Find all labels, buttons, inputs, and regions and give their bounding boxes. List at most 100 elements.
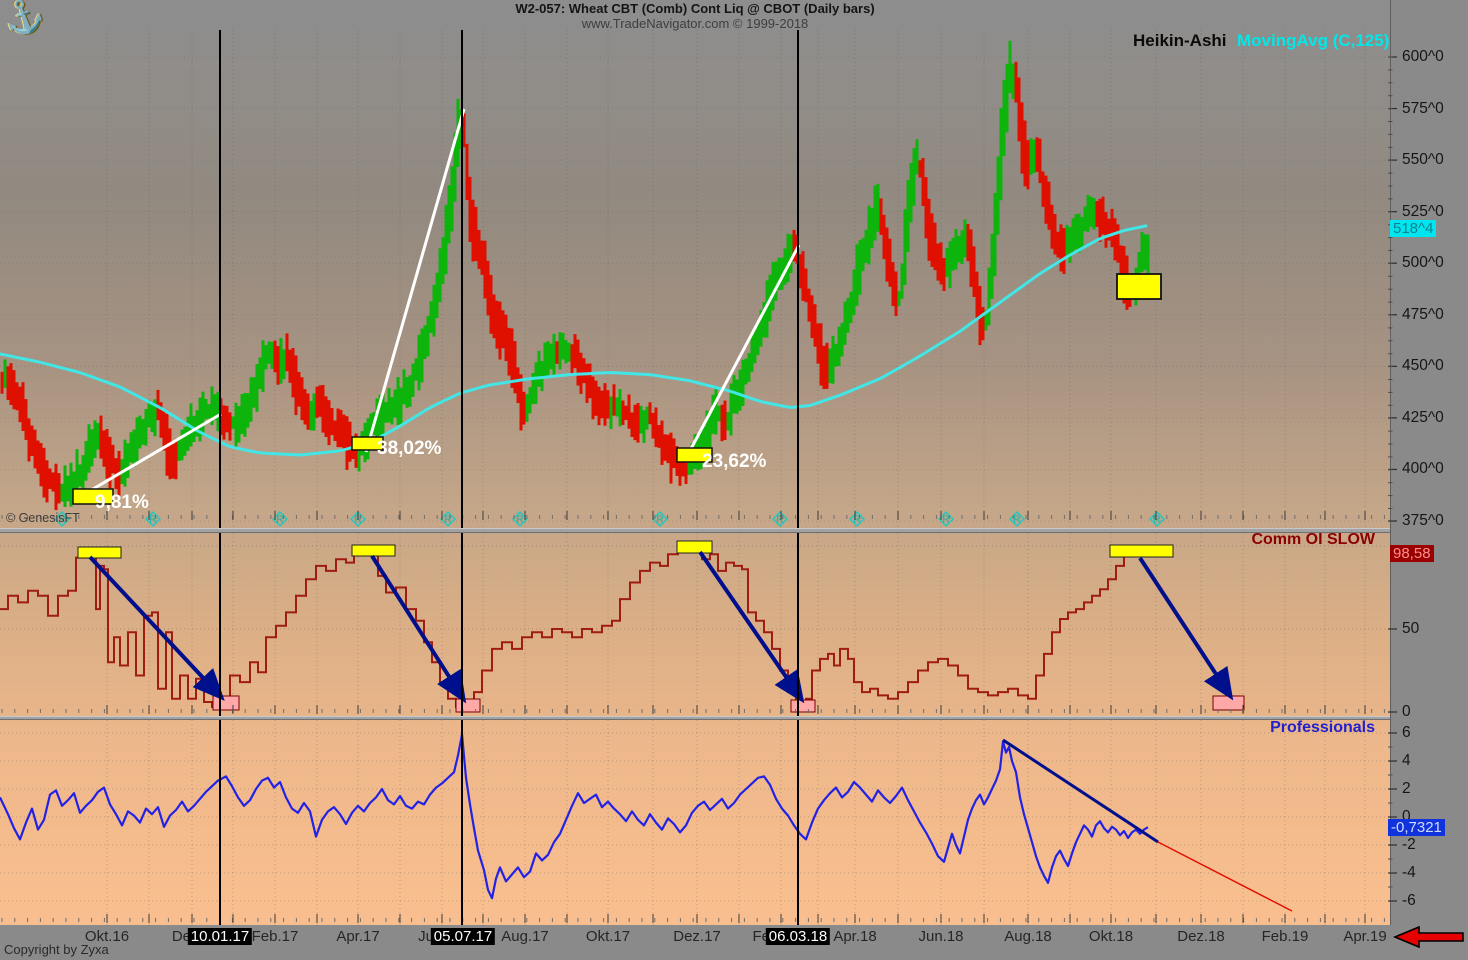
chart-canvas [0, 720, 1388, 925]
down-trend-arrow[interactable] [370, 554, 467, 704]
professionals-trendline[interactable] [1002, 738, 1159, 844]
heikin-ashi-down-bar [498, 301, 502, 360]
heikin-ashi-up-bar [858, 240, 862, 295]
x-axis-label: Aug.17 [501, 928, 549, 945]
heikin-ashi-up-bar [1032, 139, 1036, 173]
heikin-ashi-up-bar [396, 377, 400, 425]
highlight-box-yellow[interactable] [1116, 273, 1162, 300]
highlight-box-pink[interactable] [1212, 695, 1245, 711]
heikin-ashi-up-bar [1002, 79, 1006, 157]
heikin-ashi-up-bar [726, 411, 730, 431]
x-axis-label: Apr.19 [1343, 928, 1387, 945]
heikin-ashi-down-bar [222, 405, 226, 440]
heikin-ashi-down-bar [606, 390, 610, 419]
fib-trendline[interactable] [682, 244, 801, 463]
x-axis-event-date[interactable]: 10.01.17 [187, 928, 253, 945]
prof-axis-label: 4 [1402, 752, 1411, 769]
highlight-box-yellow[interactable] [1109, 544, 1174, 558]
heikin-ashi-up-bar [963, 219, 967, 258]
fib-trendline[interactable] [364, 108, 466, 453]
heikin-ashi-up-bar [189, 403, 193, 447]
heikin-ashi-down-bar [1023, 120, 1027, 187]
heikin-ashi-down-bar [114, 458, 118, 490]
panel-separator[interactable] [0, 528, 1390, 533]
heikin-ashi-down-bar [792, 229, 796, 262]
heikin-ashi-up-bar [765, 280, 769, 338]
chart-canvas [0, 533, 1388, 716]
time-axis[interactable]: Copyright by Zyxa Okt.16 De 10.01.17 Feb.17… [0, 925, 1468, 960]
price-chart-panel[interactable]: 9,81%38,02%23,62%RRRRRRRRRRRR [0, 30, 1390, 528]
heikin-ashi-down-bar [273, 340, 277, 373]
heikin-ashi-up-bar [777, 257, 781, 290]
highlight-box-yellow[interactable] [676, 540, 713, 554]
x-axis-event-date[interactable]: 06.03.18 [765, 928, 831, 945]
comm-oi-slow-panel[interactable] [0, 533, 1390, 716]
highlight-box-yellow[interactable] [351, 544, 396, 557]
heikin-ashi-up-bar [144, 408, 148, 446]
heikin-ashi-up-bar [867, 205, 871, 265]
highlight-box-yellow[interactable] [72, 488, 114, 505]
heikin-ashi-up-bar [90, 429, 94, 467]
heikin-ashi-up-bar [864, 229, 868, 263]
heikin-ashi-down-bar [168, 428, 172, 480]
heikin-ashi-down-bar [663, 434, 667, 461]
heikin-ashi-up-bar [177, 438, 181, 461]
heikin-ashi-up-bar [3, 359, 7, 388]
heikin-ashi-up-bar [900, 263, 904, 299]
heikin-ashi-up-bar [831, 335, 835, 384]
heikin-ashi-down-bar [465, 143, 469, 201]
heikin-ashi-up-bar [78, 464, 82, 487]
rollover-marker-letter: R [1013, 515, 1020, 526]
highlight-box-yellow[interactable] [77, 546, 122, 559]
heikin-ashi-up-bar [561, 333, 565, 360]
heikin-ashi-down-bar [573, 334, 577, 369]
heikin-ashi-down-bar [486, 260, 490, 316]
heikin-ashi-up-bar [984, 309, 988, 331]
heikin-ashi-up-bar [846, 297, 850, 333]
chart-title: W2-057: Wheat CBT (Comb) Cont Liq @ CBOT… [515, 1, 875, 16]
highlight-box-pink[interactable] [212, 695, 240, 711]
down-trend-arrow[interactable] [88, 555, 225, 701]
down-trend-arrow[interactable] [698, 550, 805, 704]
heikin-ashi-up-bar [750, 334, 754, 372]
heikin-ashi-down-bar [981, 307, 985, 341]
heikin-ashi-up-bar [759, 310, 763, 347]
heikin-ashi-down-bar [1020, 102, 1024, 174]
heikin-ashi-up-bar [243, 392, 247, 437]
heikin-ashi-up-bar [270, 341, 274, 369]
heikin-ashi-down-bar [219, 398, 223, 436]
heikin-ashi-up-bar [417, 334, 421, 391]
heikin-ashi-up-bar [1083, 206, 1087, 232]
highlight-box-yellow[interactable] [676, 447, 713, 463]
highlight-box-pink[interactable] [790, 699, 816, 713]
heikin-ashi-down-bar [930, 213, 934, 267]
heikin-ashi-up-bar [747, 353, 751, 382]
heikin-ashi-up-bar [1086, 194, 1090, 232]
heikin-ashi-up-bar [63, 465, 67, 508]
heikin-ashi-up-bar [60, 483, 64, 502]
x-axis-label: Okt.18 [1088, 928, 1134, 945]
heikin-ashi-up-bar [537, 350, 541, 387]
heikin-ashi-down-bar [516, 367, 520, 404]
heikin-ashi-down-bar [318, 385, 322, 417]
heikin-ashi-up-bar [1077, 213, 1081, 253]
trendline-projection[interactable] [1157, 841, 1293, 912]
x-axis-event-date[interactable]: 05.07.17 [430, 928, 496, 945]
price-axis-strip[interactable] [1390, 0, 1468, 960]
heikin-ashi-down-bar [816, 323, 820, 364]
heikin-ashi-up-bar [915, 139, 919, 175]
heikin-ashi-down-bar [972, 246, 976, 297]
panel-separator[interactable] [0, 716, 1390, 720]
fib-trendline[interactable] [75, 412, 222, 501]
down-trend-arrow[interactable] [1138, 556, 1234, 701]
heikin-ashi-down-bar [321, 384, 325, 433]
heikin-ashi-down-bar [21, 382, 25, 431]
heikin-ashi-up-bar [528, 387, 532, 414]
heikin-ashi-up-bar [834, 343, 838, 367]
highlight-box-yellow[interactable] [351, 436, 384, 451]
professionals-panel[interactable] [0, 720, 1390, 925]
legend-heikin-ashi: Heikin-Ashi [1133, 31, 1227, 50]
highlight-box-pink[interactable] [455, 698, 481, 713]
heikin-ashi-up-bar [411, 363, 415, 397]
heikin-ashi-down-bar [1101, 196, 1105, 235]
